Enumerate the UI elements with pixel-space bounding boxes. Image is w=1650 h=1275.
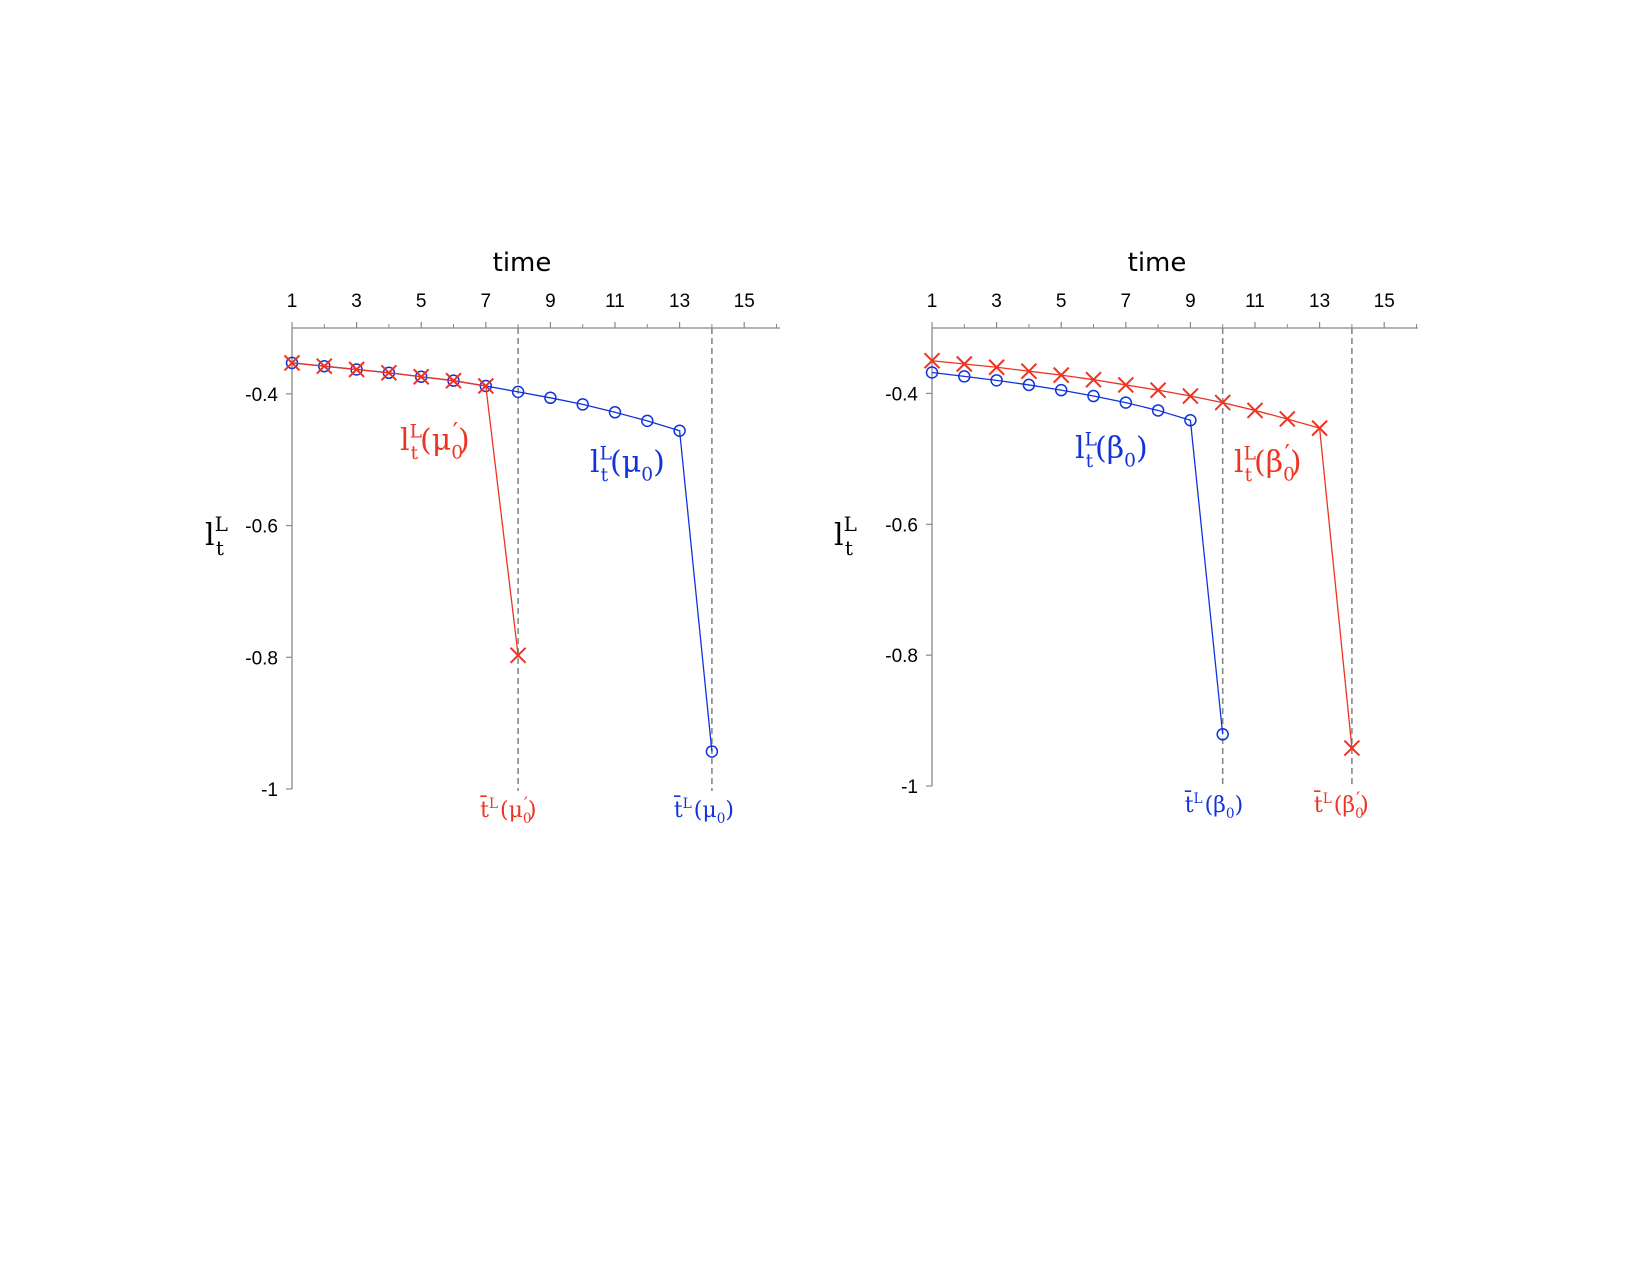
x-axis-title: time	[493, 248, 552, 278]
x-tick-label: 9	[545, 291, 556, 312]
x-tick-label: 15	[1374, 291, 1395, 312]
y-tick-label: -0.4	[245, 385, 278, 406]
series-label: lL t(μ0)	[590, 443, 665, 486]
series-label: lL t(μ0′)	[400, 418, 470, 464]
x-tick-label: 11	[605, 291, 625, 312]
data-point-cross	[1085, 371, 1102, 388]
data-point-circle	[1087, 389, 1100, 403]
y-tick-label: -0.4	[885, 384, 918, 405]
x-tick-label: 5	[416, 291, 427, 312]
x-tick-label: 7	[1121, 291, 1132, 312]
x-tick-label: 9	[1185, 291, 1196, 312]
series-line	[931, 360, 1353, 749]
data-point-cross	[1343, 739, 1361, 757]
data-point-cross	[1117, 376, 1135, 394]
threshold-label: t̄L(μ0′)	[480, 795, 537, 828]
y-axis-title: lL t	[205, 512, 228, 560]
series-line	[931, 371, 1224, 735]
data-point-cross	[1020, 362, 1038, 380]
x-axis-title: time	[1128, 248, 1187, 278]
series-label: lL t(β0)	[1075, 429, 1148, 472]
data-point-circle	[511, 385, 525, 399]
data-point-cross	[509, 647, 527, 664]
y-tick-label: -1	[901, 777, 918, 798]
data-point-cross	[1052, 366, 1070, 384]
data-point-circle	[414, 370, 428, 383]
y-tick-label: -1	[261, 780, 278, 801]
data-point-circle	[673, 424, 686, 437]
data-point-circle	[990, 374, 1003, 387]
data-point-circle	[925, 366, 939, 379]
data-point-circle	[958, 370, 971, 383]
data-point-circle	[576, 398, 589, 411]
data-point-cross	[956, 355, 973, 373]
data-point-cross	[348, 361, 365, 378]
series-line	[291, 362, 519, 656]
y-tick-label: -0.8	[885, 646, 918, 667]
threshold-label: t̄L(μ0)	[674, 795, 734, 827]
y-tick-label: -0.6	[885, 515, 918, 536]
data-point-cross	[1149, 381, 1167, 399]
x-tick-label: 15	[734, 291, 755, 312]
data-point-circle	[1184, 414, 1197, 427]
threshold-label: t̄L(β0)	[1185, 790, 1244, 822]
series-line	[291, 362, 713, 752]
y-axis-title: lL t	[834, 512, 857, 560]
data-point-circle	[544, 391, 557, 405]
data-point-cross	[923, 352, 941, 369]
x-tick-label: 5	[1056, 291, 1067, 312]
data-point-circle	[705, 745, 719, 758]
data-point-circle	[641, 414, 654, 428]
data-point-cross	[1182, 387, 1199, 405]
data-point-cross	[1246, 402, 1264, 419]
x-tick-label: 13	[669, 291, 690, 312]
y-tick-label: -0.6	[245, 517, 278, 538]
x-tick-label: 3	[991, 291, 1002, 312]
x-tick-label: 13	[1309, 291, 1330, 312]
x-tick-label: 1	[927, 291, 938, 312]
data-point-circle	[608, 406, 622, 419]
data-point-cross	[1279, 410, 1296, 428]
x-tick-label: 1	[287, 291, 298, 312]
data-point-circle	[1151, 404, 1165, 417]
data-point-cross	[316, 357, 333, 375]
series-label: lL t(β0′)	[1234, 440, 1302, 486]
y-tick-label: -0.8	[245, 648, 278, 669]
x-tick-label: 11	[1245, 291, 1265, 312]
data-point-cross	[412, 368, 430, 385]
data-point-cross	[988, 359, 1005, 376]
data-point-cross	[477, 377, 495, 395]
data-point-cross	[380, 364, 398, 381]
data-point-circle	[1054, 383, 1068, 397]
threshold-label: t̄L(β0′)	[1314, 790, 1369, 823]
data-point-circle	[479, 379, 493, 393]
data-point-cross	[1311, 419, 1328, 437]
data-point-cross	[283, 354, 301, 372]
data-point-circle	[1119, 396, 1133, 409]
x-tick-label: 7	[481, 291, 492, 312]
x-tick-label: 3	[351, 291, 362, 312]
data-point-circle	[1022, 378, 1036, 392]
data-point-circle	[1216, 728, 1229, 741]
data-point-cross	[1214, 394, 1231, 411]
data-point-circle	[447, 374, 460, 387]
data-point-cross	[445, 372, 462, 389]
